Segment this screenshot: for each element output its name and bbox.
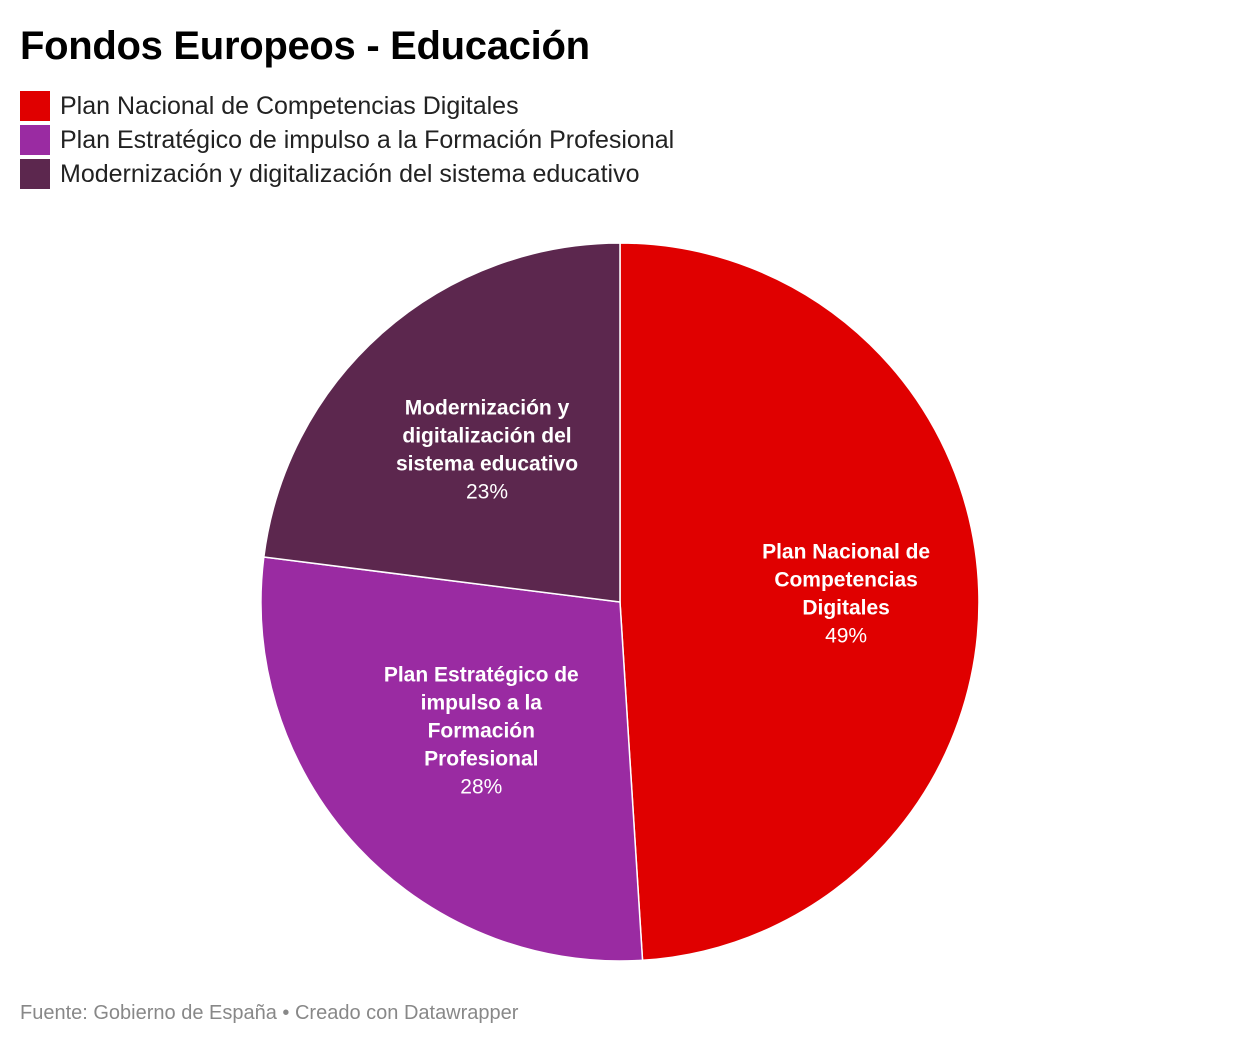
- pie-slice[interactable]: [263, 242, 621, 603]
- slice-label-name: digitalización del: [402, 425, 571, 448]
- legend-swatch: [20, 159, 50, 189]
- slice-label-name: impulso a la: [421, 692, 543, 715]
- slice-label: Modernización y digitalización del sistema…: [396, 397, 578, 504]
- footer-separator: •: [276, 1002, 295, 1024]
- chart-title: Fondos Europeos - Educación: [20, 24, 590, 68]
- slice-value-label: 49%: [825, 624, 867, 647]
- slice-label-name: Modernización y: [405, 397, 570, 420]
- source-note: Fuente: Gobierno de España: [20, 1002, 277, 1024]
- slice-value-label: 23%: [466, 481, 508, 504]
- slice-label: Plan Estratégico de impulso a la Formación…: [384, 664, 579, 799]
- footer: Fuente: Gobierno de España • Creado con …: [20, 1002, 518, 1025]
- credit-link[interactable]: Creado con Datawrapper: [294, 1002, 519, 1024]
- slice-label-name: Plan Estratégico de: [384, 664, 579, 687]
- legend-label: Plan Nacional de Competencias Digitales: [60, 91, 519, 120]
- legend-swatch: [20, 91, 50, 121]
- slice-label-name: Formación: [428, 720, 535, 743]
- slice-label-name: Competencias: [774, 568, 918, 591]
- legend-item: Plan Nacional de Competencias Digitales: [20, 89, 674, 123]
- legend-label: Plan Estratégico de impulso a la Formaci…: [60, 125, 675, 154]
- slice-value-label: 28%: [460, 776, 502, 799]
- legend-label: Modernización y digitalización del siste…: [60, 159, 640, 188]
- legend-swatch: [20, 125, 50, 155]
- pie-slice[interactable]: [260, 556, 644, 962]
- slice-label: Plan Nacional de Competencias Digitales 49%: [762, 540, 930, 647]
- slice-label-name: Profesional: [424, 748, 538, 771]
- slice-label-name: Plan Nacional de: [762, 540, 930, 563]
- legend-item: Modernización y digitalización del siste…: [20, 157, 674, 191]
- legend: Plan Nacional de Competencias Digitales …: [20, 89, 674, 191]
- slice-label-name: sistema educativo: [396, 453, 578, 476]
- pie-slice[interactable]: [619, 242, 980, 962]
- legend-item: Plan Estratégico de impulso a la Formaci…: [20, 123, 674, 157]
- slice-label-name: Digitales: [802, 596, 890, 619]
